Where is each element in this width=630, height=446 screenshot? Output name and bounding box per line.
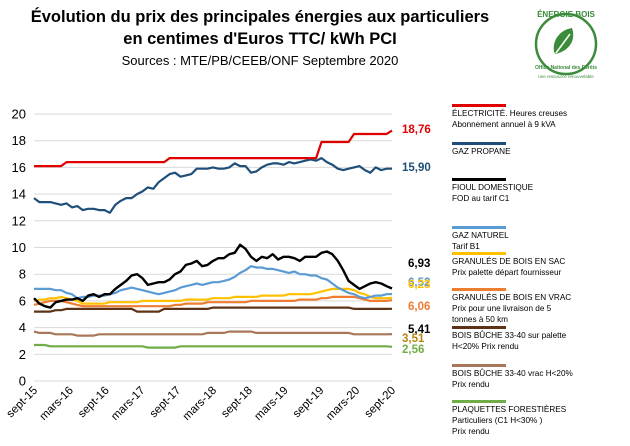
series-line bbox=[34, 343, 393, 349]
x-tick-label: sept-17 bbox=[148, 385, 184, 421]
legend-item: BOIS BÛCHE 33-40 vrac H<20% Prix rendu bbox=[452, 369, 573, 389]
y-tick-label: 12 bbox=[12, 213, 26, 228]
y-tick-label: 10 bbox=[12, 240, 26, 255]
series-line bbox=[34, 129, 393, 168]
end-value-label: 2,56 bbox=[402, 343, 425, 356]
x-tick-label: sept-18 bbox=[219, 385, 255, 421]
x-tick-label: sept-19 bbox=[291, 385, 327, 421]
energie-bois-logo: ÉNERGIE BOIS Office National des Forêts … bbox=[534, 10, 598, 79]
y-tick-label: 0 bbox=[19, 374, 26, 389]
legend-swatch bbox=[452, 178, 506, 181]
end-value-label: 6,23 bbox=[408, 278, 431, 291]
legend-swatch bbox=[452, 326, 506, 329]
chart-title: Évolution du prix des principales énergi… bbox=[30, 8, 490, 26]
y-tick-label: 6 bbox=[19, 293, 26, 308]
x-tick-label: sept-15 bbox=[5, 385, 41, 421]
end-value-label: 5,41 bbox=[408, 323, 431, 336]
end-value-label: 6,52 bbox=[408, 276, 431, 289]
end-value-label: 18,76 bbox=[402, 123, 431, 136]
y-tick-label: 18 bbox=[12, 133, 26, 148]
series-line bbox=[33, 157, 392, 214]
legend-swatch bbox=[452, 226, 506, 229]
y-tick-label: 4 bbox=[19, 320, 26, 335]
end-value-label: 6,06 bbox=[408, 301, 431, 314]
chart-subtitle: en centimes d'Euros TTC/ kWh PCI bbox=[123, 30, 397, 48]
legend-item: GRANULÉS DE BOIS EN VRAC Prix pour une l… bbox=[452, 293, 572, 324]
y-tick-label: 20 bbox=[12, 107, 26, 122]
legend-item: BOIS BÛCHE 33-40 sur palette H<20% Prix … bbox=[452, 331, 567, 351]
x-tick-label: mars-16 bbox=[38, 385, 76, 423]
legend-item: GAZ NATUREL Tarif B1 bbox=[452, 231, 509, 251]
series-line bbox=[33, 287, 393, 305]
x-tick-label: sept-16 bbox=[76, 385, 112, 421]
series-line bbox=[34, 265, 393, 300]
legend-swatch bbox=[452, 364, 506, 367]
x-tick-label: mars-18 bbox=[181, 385, 219, 423]
y-tick-label: 8 bbox=[19, 267, 26, 282]
end-value-label: 3,51 bbox=[402, 333, 425, 346]
legend-item: GRANULÉS DE BOIS EN SAC Prix palette dép… bbox=[452, 257, 566, 277]
logo-text-top: ÉNERGIE BOIS bbox=[537, 10, 595, 19]
y-tick-label: 2 bbox=[19, 347, 26, 362]
logo-text-bottom: Office National des Forêts bbox=[535, 65, 597, 71]
x-tick-label: mars-20 bbox=[324, 385, 362, 423]
series-line bbox=[34, 306, 393, 313]
legend-swatch bbox=[452, 288, 506, 291]
series-line bbox=[33, 330, 393, 337]
end-value-label: 6,93 bbox=[408, 258, 431, 271]
logo-text-sub: une ressource renouvelable bbox=[538, 74, 594, 79]
x-tick-label: sept-20 bbox=[363, 385, 399, 421]
legend-item: GAZ PROPANE bbox=[452, 147, 511, 156]
series-line bbox=[33, 295, 393, 308]
series-line bbox=[33, 243, 393, 309]
chart-sources: Sources : MTE/PB/CEEB/ONF Septembre 2020 bbox=[121, 53, 399, 68]
x-tick-label: mars-19 bbox=[252, 385, 290, 423]
x-tick-label: mars-17 bbox=[109, 385, 147, 423]
legend-swatch bbox=[452, 252, 506, 255]
legend-swatch bbox=[452, 104, 506, 107]
y-tick-label: 16 bbox=[12, 160, 26, 175]
legend-item: ÉLECTRICITÉ. Heures creuses Abonnement a… bbox=[452, 109, 568, 129]
legend-swatch bbox=[452, 400, 506, 403]
legend-item: FIOUL DOMESTIQUE FOD au tarif C1 bbox=[452, 183, 534, 203]
y-tick-label: 14 bbox=[12, 187, 26, 202]
end-value-label: 15,90 bbox=[402, 161, 431, 174]
legend-item: PLAQUETTES FORESTIÈRES Particuliers (C1 … bbox=[452, 405, 567, 436]
legend-swatch bbox=[452, 142, 506, 145]
